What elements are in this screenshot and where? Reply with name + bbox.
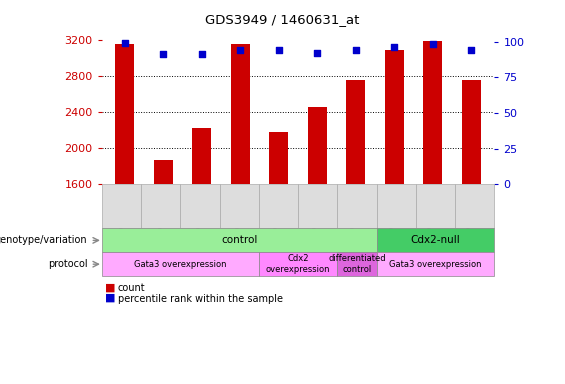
Point — [467, 47, 476, 53]
Bar — [115, 43, 134, 184]
Text: ■: ■ — [105, 282, 115, 292]
Point — [159, 51, 168, 58]
Point — [428, 41, 437, 47]
Bar — [231, 43, 250, 184]
Point — [120, 40, 129, 46]
Bar — [154, 160, 173, 184]
Text: Cdx2
overexpression: Cdx2 overexpression — [266, 255, 331, 274]
Point — [313, 50, 322, 56]
Bar — [269, 132, 288, 184]
Bar — [346, 79, 366, 184]
Text: GDS3949 / 1460631_at: GDS3949 / 1460631_at — [205, 13, 360, 26]
Point — [236, 47, 245, 53]
Bar — [192, 128, 211, 184]
Text: genotype/variation: genotype/variation — [0, 235, 88, 245]
Point — [197, 51, 206, 58]
Point — [351, 47, 360, 53]
Bar — [462, 79, 481, 184]
Text: percentile rank within the sample: percentile rank within the sample — [118, 294, 282, 304]
Text: differentiated
control: differentiated control — [328, 255, 386, 274]
Text: count: count — [118, 283, 145, 293]
Text: protocol: protocol — [48, 259, 88, 269]
Point — [274, 47, 283, 53]
Bar — [385, 50, 404, 184]
Text: Gata3 overexpression: Gata3 overexpression — [389, 260, 482, 269]
Text: ■: ■ — [105, 293, 115, 303]
Point — [390, 44, 399, 50]
Bar — [423, 41, 442, 184]
Text: control: control — [221, 235, 257, 245]
Text: Cdx2-null: Cdx2-null — [411, 235, 460, 245]
Bar — [308, 107, 327, 184]
Text: Gata3 overexpression: Gata3 overexpression — [134, 260, 227, 269]
